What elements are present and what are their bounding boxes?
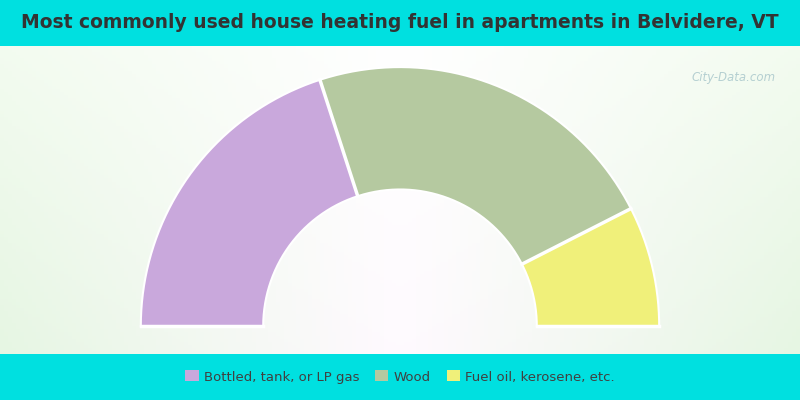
Polygon shape: [141, 80, 358, 326]
Text: City-Data.com: City-Data.com: [692, 71, 776, 84]
Polygon shape: [522, 209, 659, 326]
Text: Most commonly used house heating fuel in apartments in Belvidere, VT: Most commonly used house heating fuel in…: [21, 14, 779, 32]
Legend: Bottled, tank, or LP gas, Wood, Fuel oil, kerosene, etc.: Bottled, tank, or LP gas, Wood, Fuel oil…: [180, 365, 620, 389]
Polygon shape: [320, 67, 631, 264]
